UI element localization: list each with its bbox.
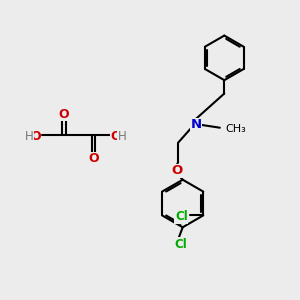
Text: O: O xyxy=(171,164,182,177)
Text: N: N xyxy=(190,118,202,131)
Text: CH₃: CH₃ xyxy=(226,124,247,134)
Text: H: H xyxy=(25,130,33,143)
Text: Cl: Cl xyxy=(175,238,188,251)
Text: O: O xyxy=(88,152,99,165)
Text: O: O xyxy=(30,130,40,143)
Text: O: O xyxy=(111,130,122,143)
Text: O: O xyxy=(58,108,69,121)
Text: Cl: Cl xyxy=(175,210,188,224)
Text: H: H xyxy=(118,130,127,143)
